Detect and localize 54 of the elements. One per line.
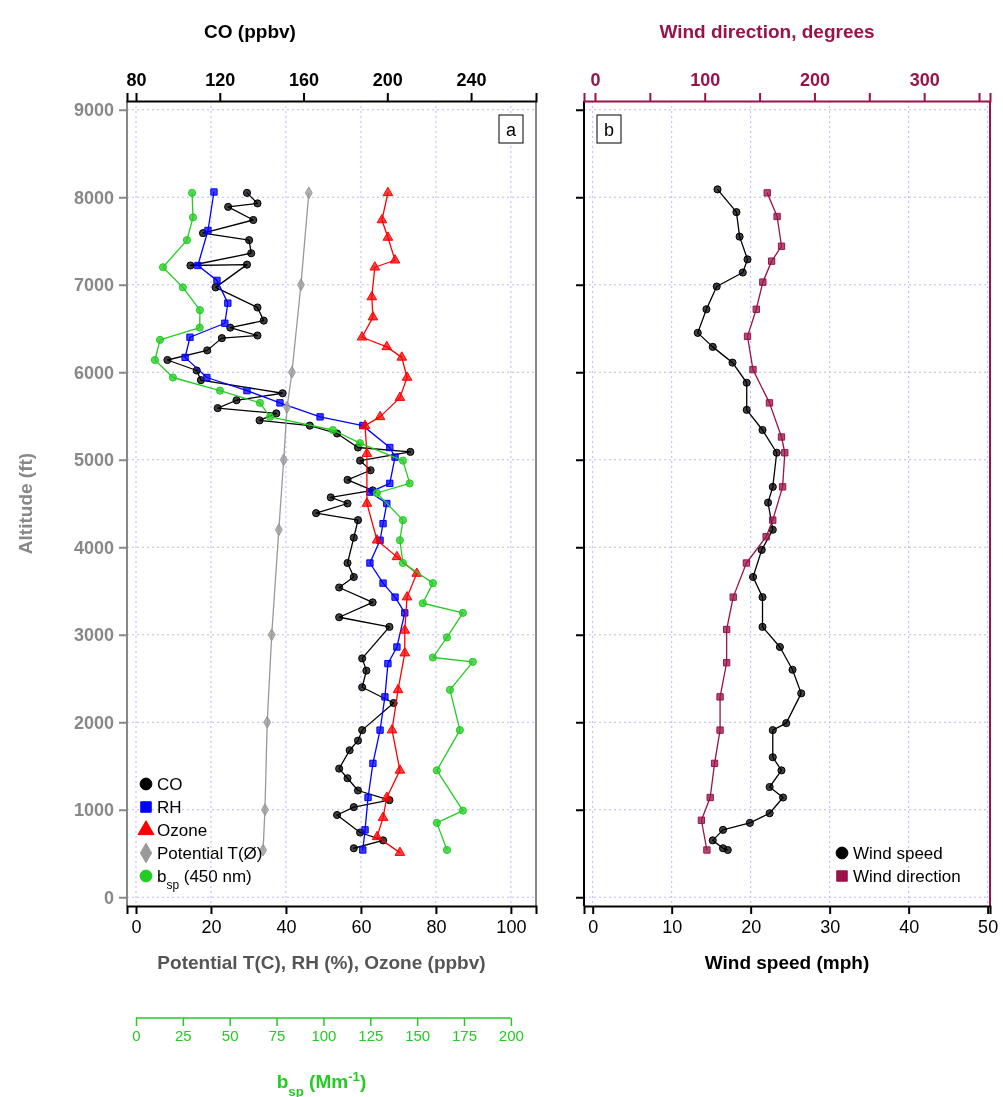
y-tick-label: 3000 <box>73 625 114 646</box>
x-tick-label: 0 <box>588 917 599 938</box>
x2-tick-label: 300 <box>909 70 940 91</box>
y-tick-label: 2000 <box>73 712 114 733</box>
y-tick-label: 8000 <box>73 187 114 208</box>
x2-tick-label: 200 <box>372 70 403 91</box>
x-tick-label: 20 <box>201 917 222 938</box>
x-tick-label: 40 <box>276 917 297 938</box>
legend-label: RH <box>157 798 182 817</box>
x-tick-label: 10 <box>662 917 683 938</box>
legend-label: Ozone <box>157 821 208 840</box>
y-tick-label: 4000 <box>73 537 114 558</box>
legend-label: CO <box>157 775 183 794</box>
legend-label: Wind direction <box>853 867 961 886</box>
x2-tick-label: 100 <box>690 70 721 91</box>
y-tick-label: 1000 <box>73 800 114 821</box>
x-tick-label: 60 <box>351 917 372 938</box>
legend-label: Wind speed <box>853 844 943 863</box>
x-tick-label: 200 <box>498 1027 524 1044</box>
x-axis-title: Potential T(C), RH (%), Ozone (ppbv) <box>157 952 486 973</box>
x2-tick-label: 80 <box>126 70 147 91</box>
x2-tick-label: 0 <box>590 70 601 91</box>
legend-label: Potential T(Ø) <box>157 844 263 863</box>
y-tick-label: 9000 <box>73 100 114 121</box>
x-tick-label: 25 <box>175 1027 192 1044</box>
legend-label: b$_{sp}$ (450 nm) <box>157 867 252 892</box>
x2-axis-title: CO (ppbv) <box>204 21 296 42</box>
y-axis-title: Altitude (ft) <box>15 452 36 555</box>
x-tick-label: 150 <box>405 1027 431 1044</box>
x2-tick-label: 160 <box>289 70 320 91</box>
x-tick-label: 30 <box>820 917 841 938</box>
x2-axis-title: Wind direction, degrees <box>659 21 875 42</box>
x2-tick-label: 200 <box>799 70 830 91</box>
y-tick-label: 7000 <box>73 275 114 296</box>
x-tick-label: 175 <box>452 1027 478 1044</box>
y-tick-label: 0 <box>103 887 114 908</box>
x-tick-label: 50 <box>978 917 999 938</box>
x-tick-label: 20 <box>741 917 762 938</box>
x2-tick-label: 240 <box>456 70 487 91</box>
x-tick-label: 0 <box>131 917 142 938</box>
annotation: a <box>505 120 517 140</box>
x-tick-label: 125 <box>358 1027 384 1044</box>
x-tick-label: 100 <box>311 1027 337 1044</box>
x-tick-label: 100 <box>496 917 527 938</box>
x2-tick-label: 120 <box>205 70 236 91</box>
y-tick-label: 5000 <box>73 450 114 471</box>
x-tick-label: 50 <box>221 1027 239 1044</box>
x-tick-label: 75 <box>268 1027 286 1044</box>
x-tick-label: 80 <box>426 917 447 938</box>
x-tick-label: 0 <box>132 1027 141 1044</box>
y-tick-label: 6000 <box>73 362 114 383</box>
x-axis-title: Wind speed (mph) <box>704 952 870 973</box>
annotation: b <box>603 120 615 140</box>
x-tick-label: 40 <box>899 917 920 938</box>
